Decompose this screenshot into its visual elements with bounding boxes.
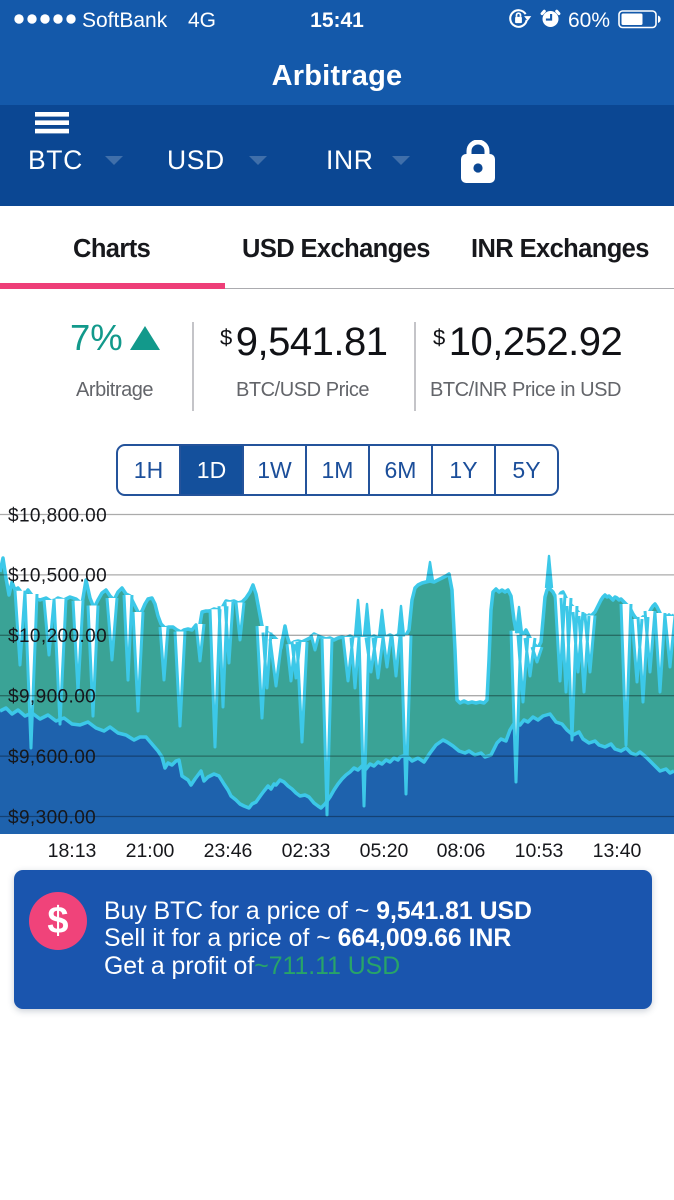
svg-text:60%: 60%	[568, 9, 610, 32]
svg-text:$10,500.00: $10,500.00	[8, 566, 107, 587]
svg-text:$9,600.00: $9,600.00	[8, 747, 96, 768]
svg-text:$10,800.00: $10,800.00	[8, 505, 107, 526]
svg-text:SoftBank: SoftBank	[82, 9, 168, 32]
svg-text:$9,300.00: $9,300.00	[8, 807, 96, 828]
svg-text:$10,200.00: $10,200.00	[8, 626, 107, 647]
svg-text:15:41: 15:41	[310, 9, 364, 32]
svg-text:$9,900.00: $9,900.00	[8, 687, 96, 708]
svg-text:4G: 4G	[188, 9, 216, 32]
